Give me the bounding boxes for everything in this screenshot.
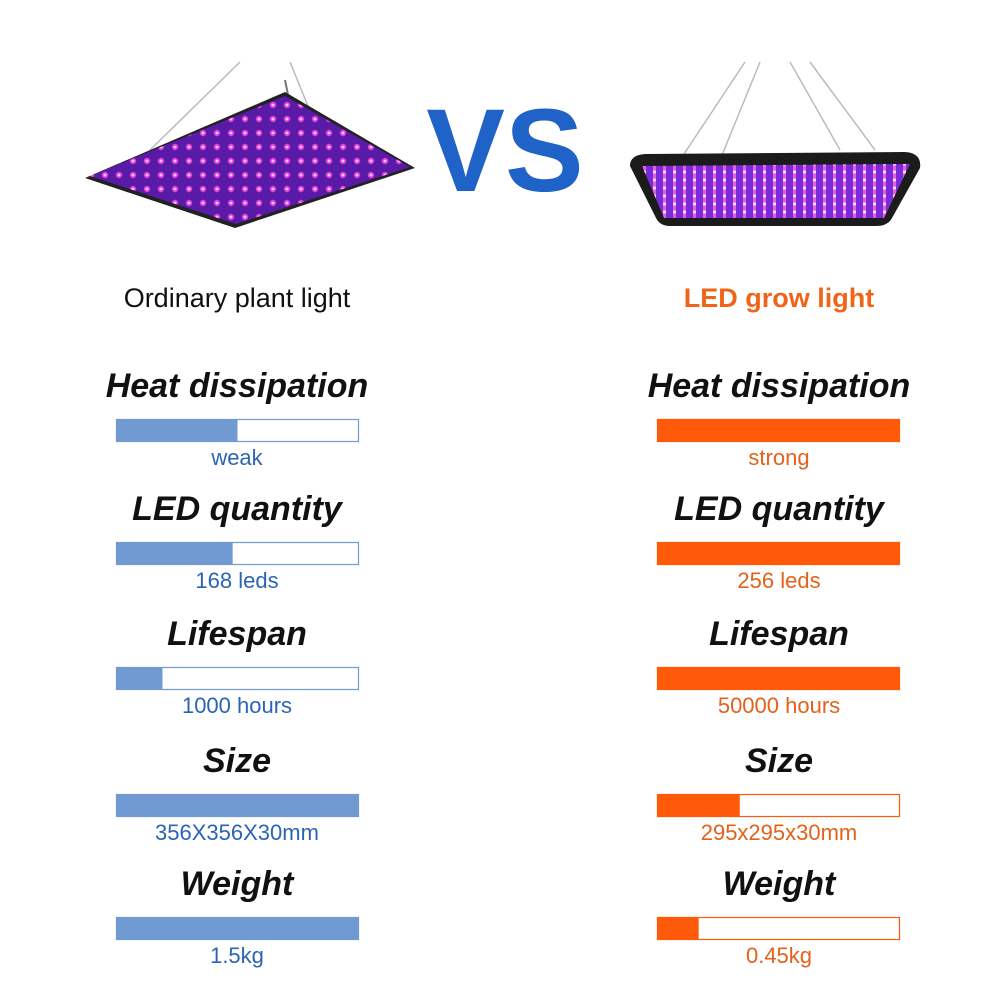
row-value: 356X356X30mm bbox=[155, 820, 319, 845]
row-label: Size bbox=[745, 742, 813, 780]
row-label: Weight bbox=[181, 865, 295, 903]
bar-fill bbox=[657, 667, 900, 690]
ordinary-panel-image bbox=[85, 61, 415, 228]
vs-label: VS bbox=[426, 85, 583, 217]
row-value: 256 leds bbox=[737, 568, 820, 593]
led-panel-image bbox=[630, 61, 921, 226]
row-label: LED quantity bbox=[674, 490, 886, 528]
column-title: LED grow light bbox=[684, 283, 874, 313]
bar-fill bbox=[657, 542, 900, 565]
row-value: 295x295x30mm bbox=[701, 820, 858, 845]
bar-fill bbox=[116, 542, 233, 565]
row-label: Lifespan bbox=[709, 615, 849, 653]
row-label: Weight bbox=[723, 865, 837, 903]
row-value: weak bbox=[210, 445, 263, 470]
bar-fill bbox=[657, 794, 740, 817]
row-label: Lifespan bbox=[167, 615, 307, 653]
bar-fill bbox=[116, 794, 359, 817]
row-value: 0.45kg bbox=[746, 943, 812, 968]
row-label: Heat dissipation bbox=[106, 367, 369, 405]
row-value: 1000 hours bbox=[182, 693, 292, 718]
bar-fill bbox=[116, 419, 238, 442]
row-value: 1.5kg bbox=[210, 943, 264, 968]
row-value: 168 leds bbox=[195, 568, 278, 593]
row-value: 50000 hours bbox=[718, 693, 840, 718]
row-label: LED quantity bbox=[132, 490, 344, 528]
bar-fill bbox=[657, 917, 699, 940]
bar-fill bbox=[116, 667, 163, 690]
column-title: Ordinary plant light bbox=[124, 283, 351, 313]
bar-fill bbox=[116, 917, 359, 940]
row-label: Size bbox=[203, 742, 271, 780]
bar-fill bbox=[657, 419, 900, 442]
row-value: strong bbox=[748, 445, 809, 470]
row-label: Heat dissipation bbox=[648, 367, 911, 405]
